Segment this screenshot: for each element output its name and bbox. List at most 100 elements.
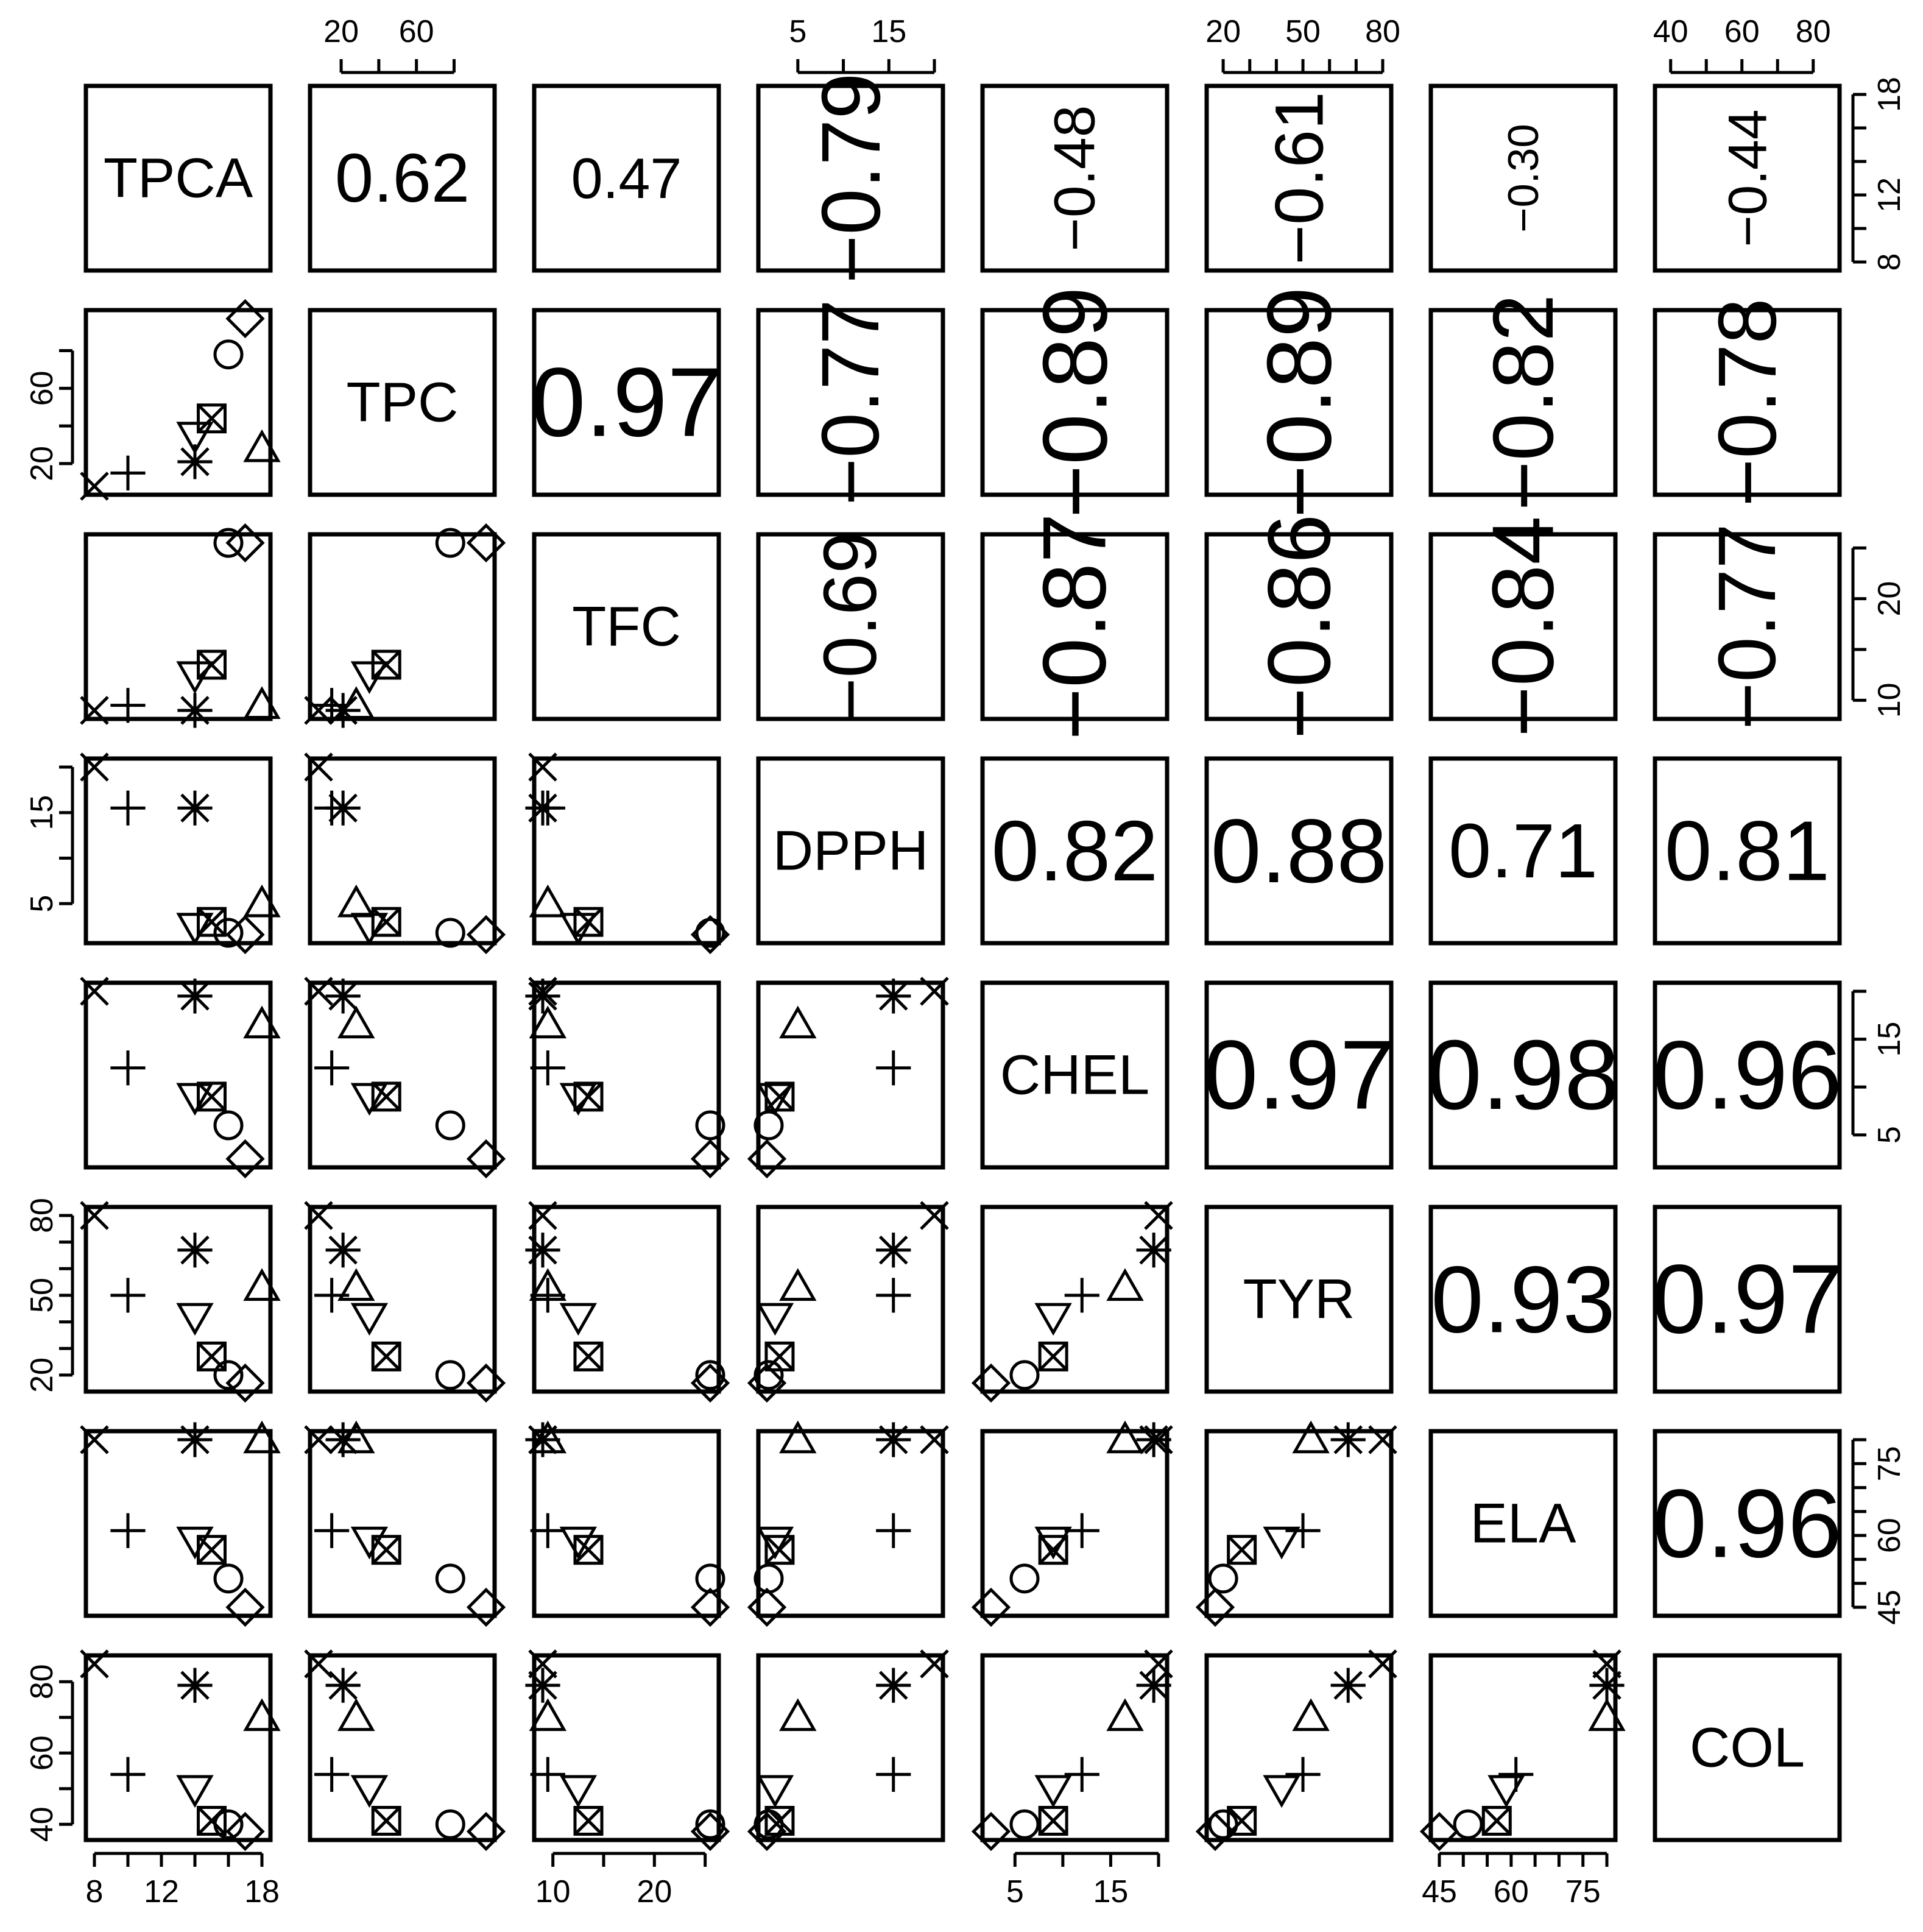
point-triangle-down bbox=[1263, 1775, 1300, 1808]
point-asterisk bbox=[876, 1422, 911, 1457]
panel-frame bbox=[308, 980, 497, 1170]
point-triangle-up bbox=[529, 884, 567, 918]
point-x bbox=[1144, 1201, 1173, 1230]
panel-frame bbox=[532, 1429, 721, 1618]
panel-frame bbox=[1428, 1653, 1618, 1842]
panel-tpc-col: −0.78 bbox=[1653, 298, 1842, 507]
panel-tyr-tfc bbox=[525, 1201, 730, 1403]
point-diamond bbox=[971, 1811, 1011, 1852]
panel-frame bbox=[532, 756, 721, 946]
point-triangle-up bbox=[1106, 1420, 1144, 1454]
point-diamond bbox=[1195, 1587, 1235, 1627]
point-diamond bbox=[971, 1363, 1011, 1403]
panel-frame bbox=[1653, 756, 1842, 946]
panel-tpc-tfc: 0.97 bbox=[531, 308, 722, 497]
point-x bbox=[80, 696, 109, 725]
panel-frame bbox=[1653, 980, 1842, 1170]
point-circle bbox=[695, 1809, 725, 1839]
point-circle bbox=[695, 1360, 725, 1390]
panel-dpph-tpca bbox=[80, 752, 281, 955]
point-x bbox=[80, 977, 109, 1006]
panel-frame bbox=[83, 308, 273, 497]
panel-frame bbox=[756, 532, 945, 721]
correlation-value: −0.77 bbox=[805, 299, 896, 506]
variable-label: TYR bbox=[1243, 1269, 1355, 1331]
point-plus bbox=[530, 1278, 565, 1313]
point-square-x bbox=[371, 1341, 401, 1371]
correlation-value: 0.93 bbox=[1431, 1247, 1615, 1353]
correlation-value: 0.97 bbox=[1204, 1021, 1394, 1130]
point-asterisk bbox=[177, 1233, 213, 1268]
point-triangle-down bbox=[1034, 1303, 1072, 1336]
point-triangle-up bbox=[529, 1268, 567, 1301]
point-triangle-up bbox=[779, 1268, 817, 1301]
point-x bbox=[80, 752, 109, 782]
point-triangle-down bbox=[176, 1083, 214, 1116]
panel-tyr-ela: 0.93 bbox=[1428, 1205, 1618, 1394]
panel-col-dpph bbox=[747, 1649, 949, 1852]
point-asterisk bbox=[177, 790, 213, 826]
panel-dpph-tyr: 0.88 bbox=[1204, 756, 1394, 946]
tick-label: 12 bbox=[144, 1874, 179, 1909]
tick-label: 8 bbox=[1872, 253, 1907, 271]
panel-frame bbox=[1428, 83, 1618, 273]
point-asterisk bbox=[876, 1233, 911, 1268]
panel-tpc-tpc: TPC bbox=[308, 308, 497, 497]
point-circle bbox=[695, 918, 725, 948]
point-triangle-down bbox=[559, 913, 598, 946]
panel-tpc-chel: −0.89 bbox=[980, 286, 1170, 518]
point-x bbox=[304, 752, 333, 782]
panel-frame bbox=[532, 1653, 721, 1842]
axis-left-tyr: 20 50 80 bbox=[24, 1198, 74, 1393]
point-square-x bbox=[197, 403, 227, 434]
tick-label: 18 bbox=[1872, 77, 1907, 112]
panel-frame bbox=[1204, 1205, 1394, 1394]
point-circle bbox=[1009, 1809, 1040, 1839]
tick-label: 60 bbox=[1724, 14, 1760, 49]
tick-label: 8 bbox=[86, 1874, 104, 1909]
panel-tpca-ela: −0.30 bbox=[1428, 83, 1618, 273]
panel-frame bbox=[756, 83, 945, 273]
panel-frame bbox=[532, 532, 721, 721]
point-asterisk bbox=[525, 790, 560, 826]
variable-label: TPC bbox=[347, 372, 459, 434]
panel-dpph-ela: 0.71 bbox=[1428, 756, 1618, 946]
correlation-value: 0.96 bbox=[1653, 1021, 1842, 1130]
point-triangle-up bbox=[337, 1005, 375, 1039]
correlation-value: −0.89 bbox=[1248, 286, 1350, 518]
point-triangle-up bbox=[1292, 1698, 1330, 1732]
panel-ela-tyr bbox=[1195, 1420, 1397, 1627]
axis-left-col: 40 60 80 bbox=[24, 1664, 74, 1842]
correlation-value: 0.97 bbox=[1652, 1245, 1843, 1354]
panel-tpca-tpc: 0.62 bbox=[308, 83, 497, 273]
tick-label: 75 bbox=[1565, 1874, 1601, 1909]
panel-ela-ela: ELA bbox=[1428, 1429, 1618, 1618]
point-triangle-down bbox=[350, 1775, 389, 1808]
panel-dpph-col: 0.81 bbox=[1653, 756, 1842, 946]
panel-ela-chel bbox=[971, 1420, 1173, 1627]
panel-frame bbox=[980, 532, 1170, 721]
point-triangle-up bbox=[529, 1698, 567, 1732]
point-asterisk bbox=[325, 1668, 361, 1703]
point-asterisk bbox=[177, 444, 213, 479]
axis-bottom-tpca: 8 12 18 bbox=[86, 1852, 280, 1909]
correlation-value: −0.77 bbox=[1702, 523, 1793, 730]
point-square-x bbox=[573, 1081, 604, 1112]
point-asterisk bbox=[1136, 1422, 1171, 1457]
point-circle bbox=[435, 918, 465, 948]
panel-frame bbox=[83, 532, 273, 721]
point-diamond bbox=[225, 523, 265, 563]
correlation-value: 0.47 bbox=[571, 146, 682, 210]
point-square-x bbox=[1038, 1535, 1068, 1565]
panel-tpc-ela: −0.82 bbox=[1428, 294, 1618, 511]
panel-tyr-tyr: TYR bbox=[1204, 1205, 1394, 1394]
tick-label: 50 bbox=[24, 1278, 60, 1313]
panel-frame bbox=[980, 1653, 1170, 1842]
correlation-value: −0.48 bbox=[1043, 105, 1107, 252]
panel-tfc-ela: −0.84 bbox=[1428, 516, 1618, 737]
point-square-x bbox=[197, 907, 227, 937]
panel-frame bbox=[83, 83, 273, 273]
point-square-x bbox=[764, 1081, 795, 1112]
point-asterisk bbox=[325, 978, 361, 1014]
point-asterisk bbox=[876, 1668, 911, 1703]
